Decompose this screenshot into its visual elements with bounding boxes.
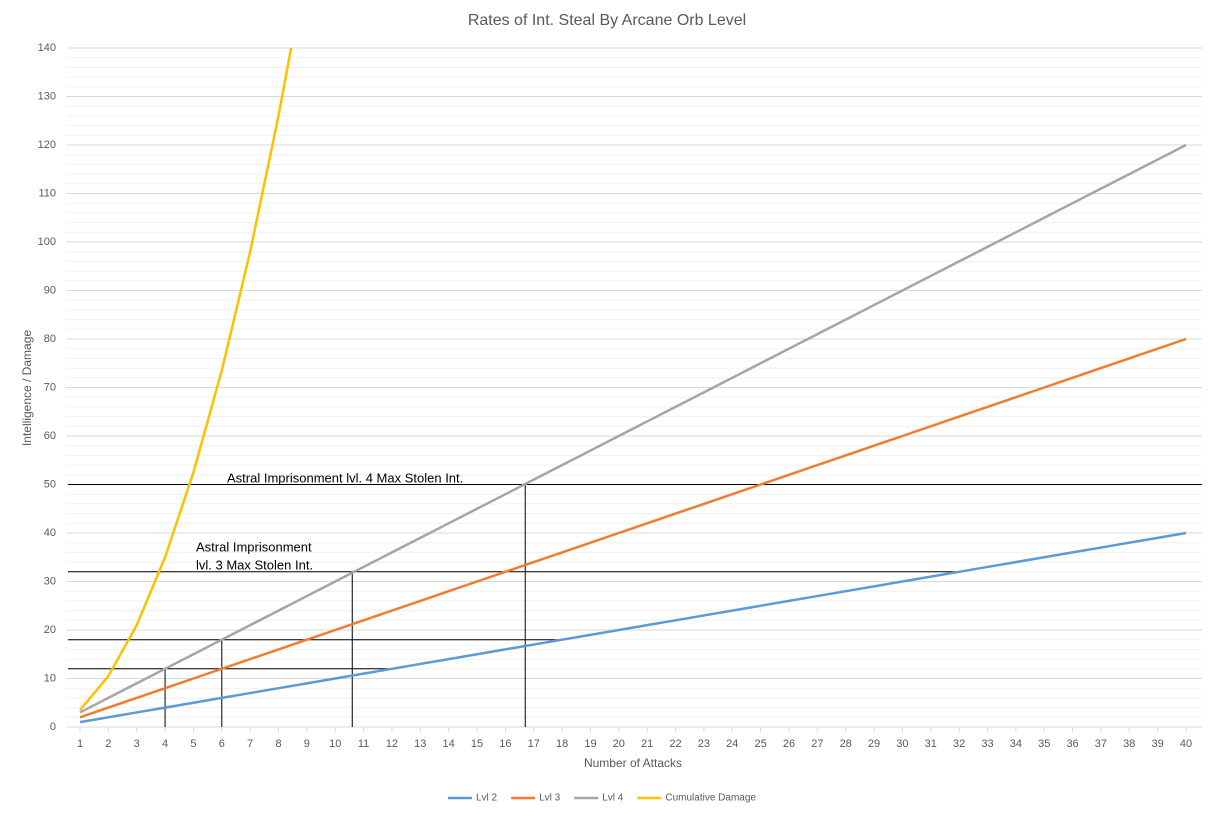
plot-area [79, 48, 1187, 724]
legend-label: Cumulative Damage [665, 793, 756, 804]
x-tick-label: 3 [134, 738, 140, 750]
x-tick-label: 31 [925, 738, 937, 750]
y-tick-label: 50 [44, 478, 56, 490]
x-tick-label: 28 [840, 738, 852, 750]
y-tick-label: 30 [44, 575, 56, 587]
chart-title: Rates of Int. Steal By Arcane Orb Level [468, 12, 746, 29]
legend-label: Lvl 3 [539, 793, 561, 804]
legend-label: Lvl 4 [602, 793, 624, 804]
x-tick-label: 35 [1038, 738, 1050, 750]
x-tick-label: 24 [726, 738, 738, 750]
series-line [79, 337, 1187, 719]
x-tick-label: 2 [105, 738, 111, 750]
x-tick-label: 34 [1010, 738, 1022, 750]
legend: Lvl 2 Lvl 3 Lvl 4 Cumulative Damage [448, 793, 756, 804]
x-tick-label: 5 [190, 738, 196, 750]
x-tick-label: 29 [868, 738, 880, 750]
x-tick-label: 19 [584, 738, 596, 750]
x-tick-label: 16 [499, 738, 511, 750]
y-tick-label: 60 [44, 430, 56, 442]
x-tick-label: 14 [443, 738, 455, 750]
series-line [79, 143, 1187, 714]
annotation: Astral Imprisonment lvl. 4 Max Stolen In… [227, 470, 463, 485]
x-tick-label: 6 [219, 738, 225, 750]
x-tick-label: 10 [329, 738, 341, 750]
x-tick-label: 39 [1152, 738, 1164, 750]
x-tick-label: 37 [1095, 738, 1107, 750]
x-tick-label: 23 [698, 738, 710, 750]
x-axis-title: Number of Attacks [584, 756, 682, 770]
x-tick-label: 12 [386, 738, 398, 750]
x-tick-label: 22 [669, 738, 681, 750]
x-tick-label: 1 [77, 738, 83, 750]
annotation: Astral Imprisonment [196, 539, 312, 554]
y-tick-label: 70 [44, 381, 56, 393]
x-tick-label: 17 [528, 738, 540, 750]
legend-label: Lvl 2 [476, 793, 498, 804]
x-tick-label: 8 [275, 738, 281, 750]
x-tick-label: 9 [304, 738, 310, 750]
x-tick-label: 27 [811, 738, 823, 750]
y-tick-label: 80 [44, 333, 56, 345]
y-tick-label: 0 [50, 721, 56, 733]
y-tick-label: 130 [38, 90, 56, 102]
x-tick-label: 7 [247, 738, 253, 750]
x-tick-label: 21 [641, 738, 653, 750]
y-axis-title: Intelligence / Damage [20, 330, 34, 446]
y-tick-label: 40 [44, 527, 56, 539]
x-tick-label: 18 [556, 738, 568, 750]
x-tick-label: 25 [754, 738, 766, 750]
y-tick-label: 110 [38, 187, 56, 199]
x-tick-label: 32 [953, 738, 965, 750]
y-tick-label: 100 [38, 236, 56, 248]
annotation: lvl. 3 Max Stolen Int. [196, 557, 313, 572]
y-tick-label: 90 [44, 284, 56, 296]
y-tick-label: 140 [38, 42, 56, 54]
y-tick-label: 120 [38, 139, 56, 151]
x-tick-label: 38 [1123, 738, 1135, 750]
x-tick-label: 36 [1066, 738, 1078, 750]
x-tick-label: 11 [358, 738, 369, 750]
y-tick-label: 10 [44, 672, 56, 684]
series-line [79, 48, 293, 711]
x-tick-label: 26 [783, 738, 795, 750]
x-tick-label: 40 [1180, 738, 1192, 750]
x-tick-label: 33 [981, 738, 993, 750]
y-tick-label: 20 [44, 624, 56, 636]
series-line [79, 531, 1187, 724]
x-tick-label: 30 [896, 738, 908, 750]
x-tick-label: 13 [414, 738, 426, 750]
x-tick-label: 15 [471, 738, 483, 750]
x-tick-label: 20 [613, 738, 625, 750]
x-tick-label: 4 [162, 738, 168, 750]
